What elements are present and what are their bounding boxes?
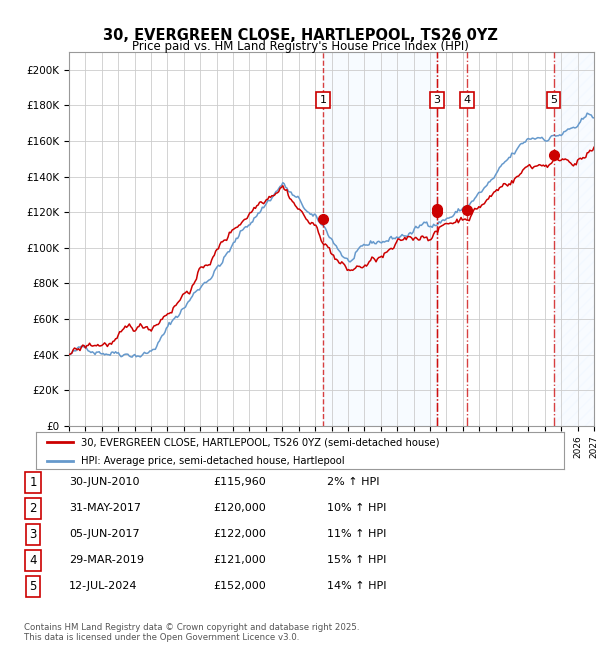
Text: 12-JUL-2024: 12-JUL-2024: [69, 581, 137, 592]
Text: 2% ↑ HPI: 2% ↑ HPI: [327, 477, 380, 488]
Text: 5: 5: [29, 580, 37, 593]
Text: 3: 3: [29, 528, 37, 541]
Text: 3: 3: [433, 95, 440, 105]
Text: 10% ↑ HPI: 10% ↑ HPI: [327, 503, 386, 514]
Text: 30, EVERGREEN CLOSE, HARTLEPOOL, TS26 0YZ: 30, EVERGREEN CLOSE, HARTLEPOOL, TS26 0Y…: [103, 28, 497, 43]
Text: £121,000: £121,000: [213, 555, 266, 566]
Text: 1: 1: [29, 476, 37, 489]
Text: 30-JUN-2010: 30-JUN-2010: [69, 477, 139, 488]
Text: £115,960: £115,960: [213, 477, 266, 488]
Text: £122,000: £122,000: [213, 529, 266, 539]
Text: 05-JUN-2017: 05-JUN-2017: [69, 529, 140, 539]
Text: 30, EVERGREEN CLOSE, HARTLEPOOL, TS26 0YZ (semi-detached house): 30, EVERGREEN CLOSE, HARTLEPOOL, TS26 0Y…: [81, 437, 439, 447]
Text: 5: 5: [550, 95, 557, 105]
Text: 29-MAR-2019: 29-MAR-2019: [69, 555, 144, 566]
Text: 2: 2: [29, 502, 37, 515]
Text: Contains HM Land Registry data © Crown copyright and database right 2025.
This d: Contains HM Land Registry data © Crown c…: [24, 623, 359, 642]
Text: 4: 4: [29, 554, 37, 567]
Text: 11% ↑ HPI: 11% ↑ HPI: [327, 529, 386, 539]
Text: 1: 1: [320, 95, 327, 105]
Text: £120,000: £120,000: [213, 503, 266, 514]
Text: 4: 4: [463, 95, 470, 105]
Text: 31-MAY-2017: 31-MAY-2017: [69, 503, 141, 514]
Bar: [323, 52, 437, 426]
Text: 14% ↑ HPI: 14% ↑ HPI: [327, 581, 386, 592]
Text: £152,000: £152,000: [213, 581, 266, 592]
Text: Price paid vs. HM Land Registry's House Price Index (HPI): Price paid vs. HM Land Registry's House …: [131, 40, 469, 53]
Text: HPI: Average price, semi-detached house, Hartlepool: HPI: Average price, semi-detached house,…: [81, 456, 344, 466]
Text: 15% ↑ HPI: 15% ↑ HPI: [327, 555, 386, 566]
Bar: [554, 52, 594, 426]
